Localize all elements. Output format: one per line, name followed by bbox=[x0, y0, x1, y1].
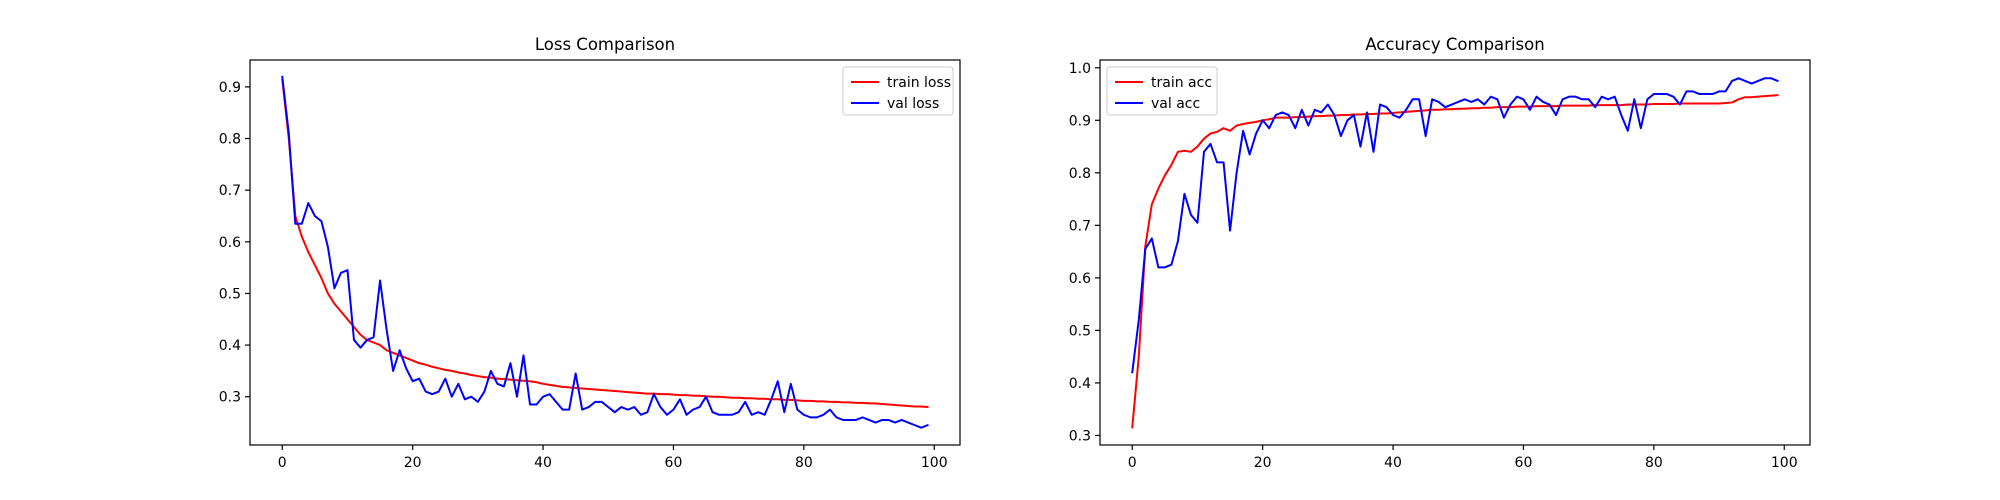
legend: train loss val loss bbox=[842, 66, 954, 116]
y-tick-label: 0.3 bbox=[1069, 428, 1091, 444]
val-loss-line bbox=[281, 75, 929, 429]
y-tick-label: 0.8 bbox=[1069, 166, 1091, 182]
y-tick-label: 0.7 bbox=[219, 183, 241, 199]
loss-chart-title: Loss Comparison bbox=[535, 35, 675, 54]
accuracy-chart: Accuracy Comparison 0 20 40 60 80 100 0.3 0.4 0.5… bbox=[1069, 35, 1811, 471]
y-tick-label: 0.6 bbox=[1069, 271, 1091, 287]
legend: train acc val acc bbox=[1106, 66, 1218, 116]
val-acc-line bbox=[1131, 77, 1779, 374]
y-tick-label: 0.7 bbox=[1069, 218, 1091, 234]
x-tick-label: 0 bbox=[278, 455, 287, 471]
y-tick-label: 1.0 bbox=[1069, 61, 1091, 77]
y-tick-label: 0.6 bbox=[219, 235, 241, 251]
train-loss-line bbox=[281, 78, 929, 409]
x-tick-label: 80 bbox=[795, 455, 813, 471]
y-tick-label: 0.5 bbox=[219, 286, 241, 302]
x-tick-label: 20 bbox=[404, 455, 422, 471]
x-tick-label: 20 bbox=[1254, 455, 1272, 471]
legend-label: val loss bbox=[887, 96, 939, 112]
train-acc-line bbox=[1131, 94, 1779, 429]
x-tick-label: 60 bbox=[665, 455, 683, 471]
x-tick-label: 60 bbox=[1515, 455, 1533, 471]
axes-frame bbox=[1099, 59, 1811, 446]
y-tick-label: 0.9 bbox=[219, 80, 241, 96]
y-tick-label: 0.5 bbox=[1069, 323, 1091, 339]
loss-chart: Loss Comparison 0 20 40 60 80 100 0.3 0.4 0.5 0.6 0… bbox=[219, 35, 961, 471]
y-tick-label: 0.8 bbox=[219, 132, 241, 148]
x-tick-label: 40 bbox=[534, 455, 552, 471]
accuracy-chart-title: Accuracy Comparison bbox=[1365, 35, 1544, 54]
x-tick-label: 0 bbox=[1128, 455, 1137, 471]
x-tick-label: 80 bbox=[1645, 455, 1663, 471]
legend-label: train acc bbox=[1151, 75, 1212, 91]
axes-frame bbox=[249, 59, 961, 446]
y-tick-label: 0.3 bbox=[219, 390, 241, 406]
legend-label: train loss bbox=[887, 75, 951, 91]
y-tick-label: 0.4 bbox=[1069, 376, 1091, 392]
x-tick-label: 100 bbox=[921, 455, 948, 471]
x-tick-label: 40 bbox=[1384, 455, 1402, 471]
legend-label: val acc bbox=[1151, 96, 1200, 112]
x-tick-label: 100 bbox=[1771, 455, 1798, 471]
y-tick-label: 0.4 bbox=[219, 338, 241, 354]
y-tick-label: 0.9 bbox=[1069, 113, 1091, 129]
